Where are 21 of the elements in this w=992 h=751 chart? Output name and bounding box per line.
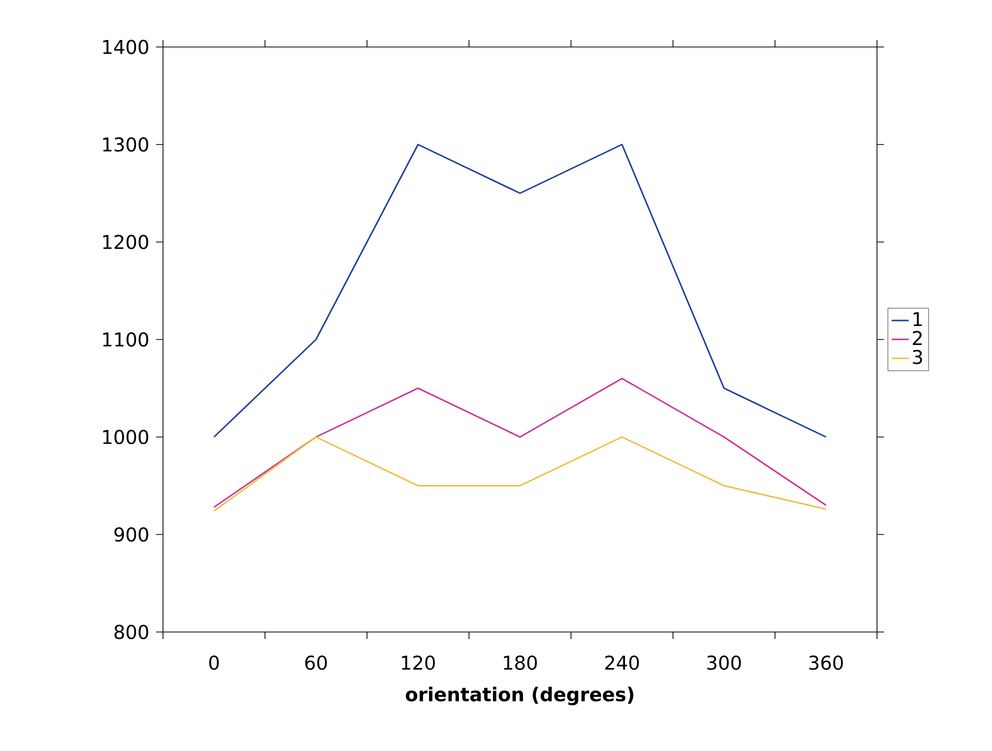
legend-label: 1	[914, 312, 922, 326]
legend-label: 3	[912, 350, 922, 364]
y-tick-label: 1000	[103, 430, 148, 444]
y-tick-label: 1200	[103, 234, 148, 250]
x-tick-label: 180	[504, 656, 537, 670]
line-series	[213, 144, 827, 438]
x-tick-label: 240	[605, 656, 639, 670]
line-series	[213, 436, 827, 512]
x-tick-label: 300	[707, 656, 741, 670]
legend-label: 2	[912, 330, 922, 345]
line-series	[213, 378, 827, 508]
y-tick-label: 1100	[103, 332, 148, 347]
x-tick-label: 360	[809, 656, 843, 670]
x-tick-label: 120	[402, 656, 435, 670]
x-tick-label: 0	[209, 656, 219, 670]
y-tick-label: 800	[114, 624, 148, 640]
x-tick-label: 60	[305, 656, 327, 670]
x-axis-title: orientation (degrees)	[406, 686, 634, 706]
y-tick-label: 1400	[103, 40, 148, 54]
y-tick-label: 900	[114, 527, 148, 542]
y-tick-label: 1300	[103, 137, 148, 152]
